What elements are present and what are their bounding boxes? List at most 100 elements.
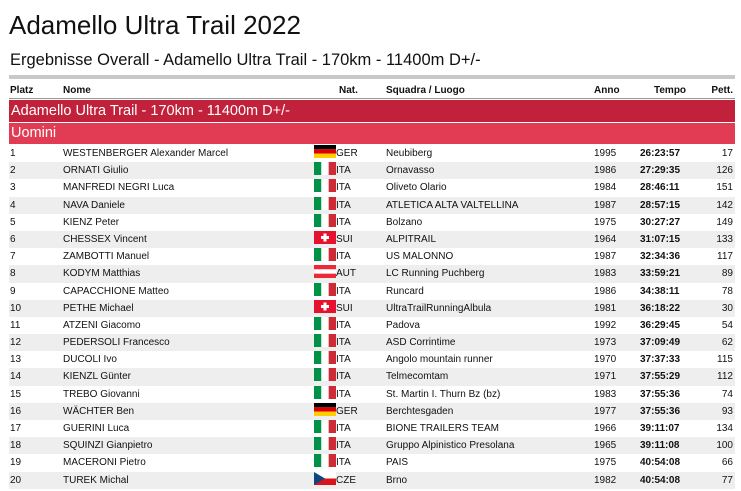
nationality-cell: ITA: [336, 423, 351, 434]
name-cell: ZAMBOTTI Manuel: [63, 251, 150, 263]
bib-cell: 78: [721, 285, 733, 297]
bib-cell: 17: [721, 148, 733, 159]
bib-cell: 134: [716, 423, 733, 434]
team-cell: Padova: [386, 319, 420, 331]
bib-cell: 112: [717, 371, 733, 383]
table-row: 12 PEDERSOLI Francesco ITA ASD Corrintime 19…: [9, 334, 735, 352]
team-cell: US MALONNO: [386, 251, 454, 263]
table-row: 20 TUREK Michal CZE Brno 1982 40:54:08 77: [9, 471, 735, 489]
time-cell: 28:57:15: [640, 199, 681, 211]
team-cell: Ornavasso: [386, 165, 435, 177]
table-row: 16 WÄCHTER Ben GER Berchtesgaden 1977 37:55:3…: [9, 402, 735, 420]
table-header: Platz Nome Nat. Squadra / Luogo Anno Tem…: [9, 82, 735, 99]
switzerland-flag-icon: [314, 299, 336, 313]
team-cell: PAIS: [386, 457, 409, 469]
name-cell: MACERONI Pietro: [63, 457, 146, 469]
year-cell: 1987: [594, 199, 617, 211]
rank-cell: 14: [10, 371, 22, 383]
table-row: 14 KIENZL Günter ITA Telmecomtam 1971 37:55:2…: [9, 368, 735, 386]
nationality-cell: CZE: [336, 474, 356, 486]
time-cell: 40:54:08: [640, 474, 681, 486]
race-band: Adamello Ultra Trail - 170km - 11400m D+…: [9, 100, 735, 122]
team-cell: UltraTrailRunningAlbula: [386, 302, 492, 314]
team-cell: Angolo mountain runner: [386, 354, 493, 366]
year-cell: 1981: [594, 302, 617, 314]
rank-cell: 18: [10, 440, 22, 452]
nationality-cell: ITA: [336, 319, 351, 331]
italy-flag-icon: [314, 437, 336, 451]
rank-cell: 9: [10, 285, 16, 297]
bib-cell: 77: [721, 474, 733, 486]
time-cell: 32:34:36: [640, 251, 681, 263]
rank-cell: 12: [10, 337, 22, 349]
rank-cell: 16: [10, 405, 22, 417]
header-name: Nome: [63, 85, 91, 96]
italy-flag-icon: [314, 368, 336, 382]
name-cell: TREBO Giovanni: [63, 388, 140, 400]
nationality-cell: AUT: [336, 268, 356, 280]
year-cell: 1971: [594, 371, 617, 383]
team-cell: Neubiberg: [386, 148, 433, 159]
team-cell: Brno: [386, 474, 408, 486]
bib-cell: 100: [716, 440, 733, 452]
name-cell: CAPACCHIONE Matteo: [63, 285, 169, 297]
germany-flag-icon: [314, 145, 336, 158]
results-table-body: 1 WESTENBERGER Alexander Marcel GER Neubibe…: [9, 145, 735, 489]
bib-cell: 89: [721, 268, 733, 280]
bib-cell: 93: [721, 405, 733, 417]
year-cell: 1975: [594, 216, 617, 228]
italy-flag-icon: [314, 334, 336, 348]
italy-flag-icon: [314, 248, 336, 262]
header-year: Anno: [594, 85, 620, 96]
time-cell: 33:59:21: [640, 268, 681, 280]
rank-cell: 3: [10, 182, 16, 194]
bib-cell: 142: [716, 199, 733, 211]
bib-cell: 54: [721, 319, 733, 331]
italy-flag-icon: [314, 196, 336, 210]
year-cell: 1986: [594, 165, 617, 177]
year-cell: 1984: [594, 182, 617, 194]
name-cell: TUREK Michal: [63, 474, 129, 486]
table-row: 6 CHESSEX Vincent SUI ALPITRAIL 1964 31:07:15…: [9, 230, 735, 249]
team-cell: Berchtesgaden: [386, 405, 454, 417]
header-time: Tempo: [654, 85, 687, 96]
header-bib: Pett.: [711, 85, 733, 96]
nationality-cell: SUI: [336, 302, 353, 314]
header-divider: [9, 75, 735, 79]
table-row: 7 ZAMBOTTI Manuel ITA US MALONNO 1987 32:34:3…: [9, 248, 735, 265]
page-subtitle: Ergebnisse Overall - Adamello Ultra Trai…: [10, 51, 481, 69]
italy-flag-icon: [314, 454, 336, 468]
nationality-cell: ITA: [336, 182, 351, 194]
year-cell: 1975: [594, 457, 617, 469]
team-cell: ATLETICA ALTA VALTELLINA: [386, 199, 519, 211]
rank-cell: 2: [10, 165, 16, 177]
time-cell: 37:55:29: [640, 371, 681, 383]
year-cell: 1973: [594, 337, 617, 349]
czech-flag-icon: [314, 471, 336, 485]
nationality-cell: ITA: [336, 251, 351, 263]
time-cell: 36:18:22: [640, 302, 681, 314]
team-cell: ALPITRAIL: [386, 233, 437, 245]
name-cell: NAVA Daniele: [63, 199, 125, 211]
name-cell: WESTENBERGER Alexander Marcel: [63, 148, 229, 159]
rank-cell: 17: [10, 423, 22, 434]
year-cell: 1992: [594, 319, 617, 331]
name-cell: MANFREDI NEGRI Luca: [63, 182, 175, 194]
rank-cell: 4: [10, 199, 16, 211]
table-row: 18 SQUINZI Gianpietro ITA Gruppo Alpinistic…: [9, 437, 735, 455]
nationality-cell: ITA: [336, 388, 351, 400]
nationality-cell: ITA: [336, 199, 351, 211]
bib-cell: 30: [721, 302, 733, 314]
year-cell: 1965: [594, 440, 617, 452]
nationality-cell: ITA: [336, 354, 351, 366]
time-cell: 31:07:15: [640, 233, 681, 245]
italy-flag-icon: [314, 179, 336, 193]
time-cell: 39:11:07: [640, 423, 680, 434]
bib-cell: 126: [716, 165, 733, 177]
team-cell: Oliveto Olario: [386, 182, 447, 194]
name-cell: DUCOLI Ivo: [63, 354, 117, 366]
rank-cell: 5: [10, 216, 16, 228]
time-cell: 40:54:08: [640, 457, 681, 469]
italy-flag-icon: [314, 351, 336, 365]
